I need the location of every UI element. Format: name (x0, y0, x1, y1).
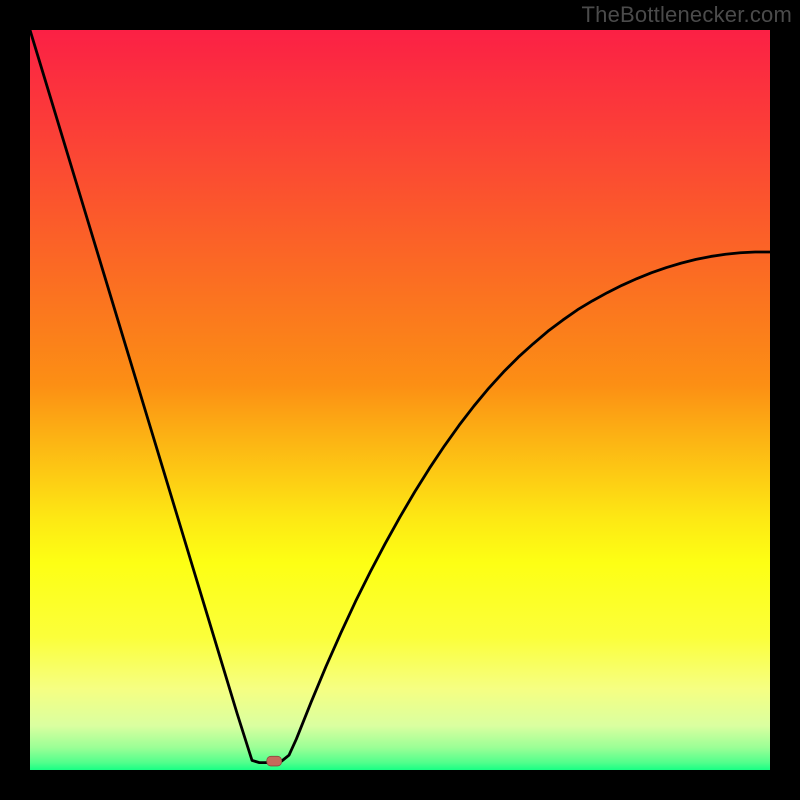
figure-frame: TheBottlenecker.com (0, 0, 800, 800)
chart-svg (30, 30, 770, 770)
optimal-point-marker (267, 756, 282, 766)
plot-area (30, 30, 770, 770)
watermark-text: TheBottlenecker.com (582, 2, 792, 28)
